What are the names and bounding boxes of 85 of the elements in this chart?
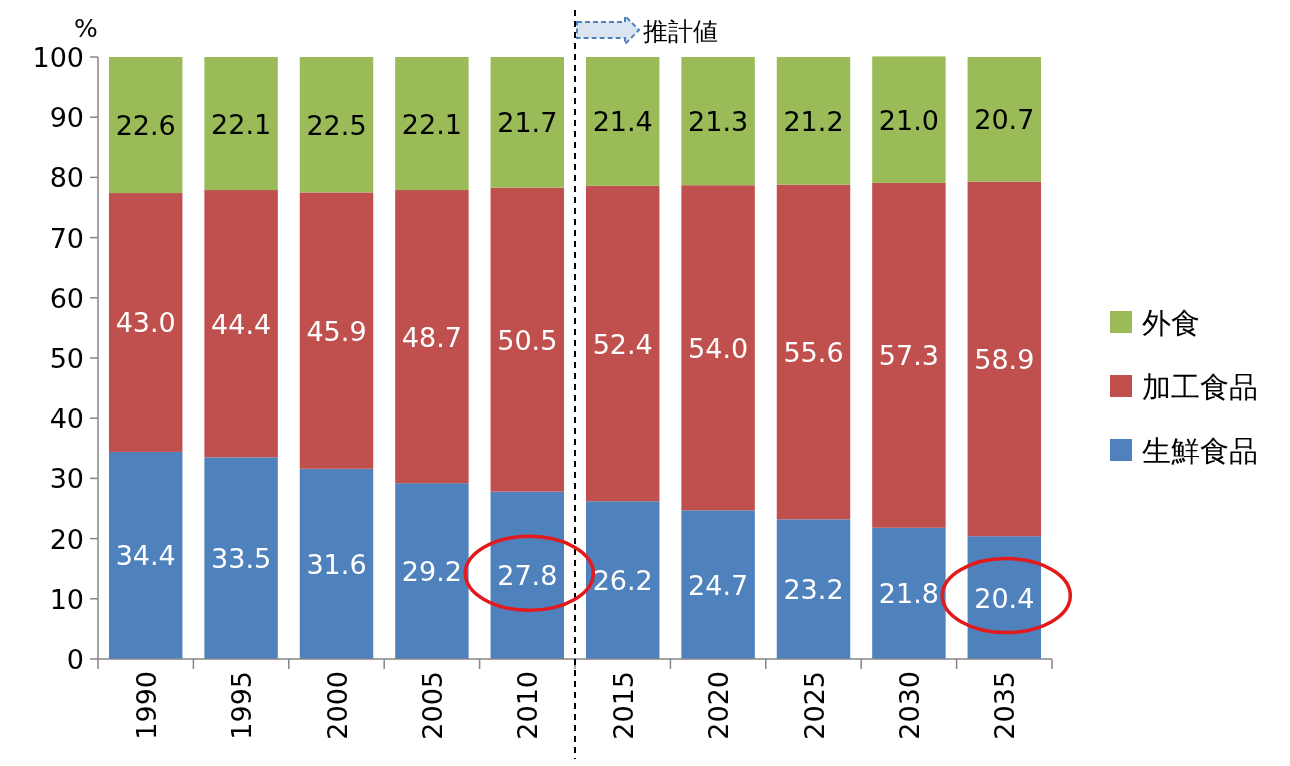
- bar: [204, 57, 278, 191]
- bar: [681, 185, 755, 511]
- data-label: 21.0: [878, 104, 939, 136]
- x-tick-label: 2020: [703, 671, 735, 740]
- x-tick-label: 2025: [798, 671, 830, 740]
- data-label: 20.4: [974, 582, 1035, 614]
- legend-label: 加工食品: [1142, 370, 1258, 404]
- bar: [395, 190, 469, 484]
- data-label: 50.5: [497, 324, 558, 356]
- y-axis-title: %: [74, 14, 98, 43]
- bar: [681, 510, 755, 659]
- x-tick-label: 1995: [226, 671, 258, 740]
- bar: [776, 519, 851, 659]
- x-tick-label: 2000: [321, 671, 353, 740]
- bar: [108, 451, 183, 659]
- data-label: 27.8: [497, 560, 558, 592]
- data-label: 22.5: [306, 109, 367, 141]
- data-label: 24.7: [688, 569, 749, 601]
- bar: [299, 468, 374, 659]
- data-label: 21.8: [878, 578, 939, 610]
- data-label: 23.2: [783, 574, 844, 606]
- y-tick-label: 90: [49, 102, 84, 134]
- x-tick-label: 1990: [130, 671, 162, 740]
- bar: [585, 501, 660, 659]
- y-tick-label: 0: [66, 644, 84, 675]
- bar: [585, 57, 660, 186]
- bar: [204, 457, 278, 659]
- bar: [299, 57, 374, 193]
- x-tick-label: 2010: [512, 671, 544, 740]
- x-tick-label: 2015: [607, 671, 639, 740]
- bar: [490, 57, 565, 188]
- data-label: 21.4: [592, 106, 653, 138]
- data-label: 21.3: [688, 106, 749, 138]
- y-tick-label: 40: [49, 403, 84, 435]
- data-label: 43.0: [115, 307, 176, 339]
- data-label: 34.4: [115, 540, 176, 572]
- x-tick-label: 2035: [989, 671, 1021, 740]
- bar: [776, 57, 851, 185]
- bar: [776, 184, 851, 520]
- bar: [490, 491, 565, 659]
- data-label: 48.7: [401, 321, 462, 353]
- data-label: 52.4: [592, 328, 653, 360]
- data-label: 21.2: [783, 105, 844, 137]
- bar: [395, 57, 469, 191]
- data-label: 33.5: [211, 543, 272, 575]
- bar: [585, 185, 660, 502]
- bar: [395, 483, 469, 659]
- legend-label: 生鮮食品: [1142, 434, 1258, 468]
- legend-label: 外食: [1142, 306, 1200, 340]
- bar: [681, 57, 755, 186]
- data-label: 26.2: [592, 565, 653, 597]
- bar: [490, 187, 565, 492]
- y-tick-label: 10: [49, 583, 84, 615]
- bar: [204, 190, 278, 458]
- text: 推計値: [643, 17, 718, 46]
- bar: [299, 192, 374, 469]
- data-label: 22.6: [115, 110, 176, 142]
- bar: [108, 57, 183, 194]
- data-label: 20.7: [974, 104, 1035, 136]
- y-tick-label: 70: [49, 222, 84, 254]
- y-tick-label: 80: [49, 162, 84, 194]
- bar: [872, 56, 946, 183]
- bar: [872, 527, 946, 659]
- data-label: 57.3: [878, 340, 939, 372]
- data-label: 22.1: [401, 108, 462, 140]
- data-label: 58.9: [974, 343, 1035, 375]
- bar: [967, 181, 1042, 537]
- data-label: 22.1: [211, 108, 272, 140]
- bar: [967, 57, 1042, 182]
- data-label: 44.4: [211, 308, 272, 340]
- y-tick-label: 100: [32, 42, 84, 73]
- data-label: 21.7: [497, 107, 558, 139]
- y-tick-label: 20: [49, 523, 84, 555]
- bar: [872, 182, 946, 528]
- y-tick-label: 30: [49, 463, 84, 495]
- y-tick-label: 50: [49, 343, 84, 374]
- data-label: 45.9: [306, 315, 367, 347]
- data-label: 54.0: [688, 332, 749, 364]
- y-tick-label: 60: [49, 282, 84, 314]
- bar: [108, 193, 183, 452]
- data-label: 55.6: [783, 336, 844, 368]
- data-label: 31.6: [306, 548, 367, 580]
- x-tick-label: 2005: [416, 671, 448, 740]
- x-tick-label: 2030: [893, 671, 925, 740]
- data-label: 29.2: [401, 556, 462, 588]
